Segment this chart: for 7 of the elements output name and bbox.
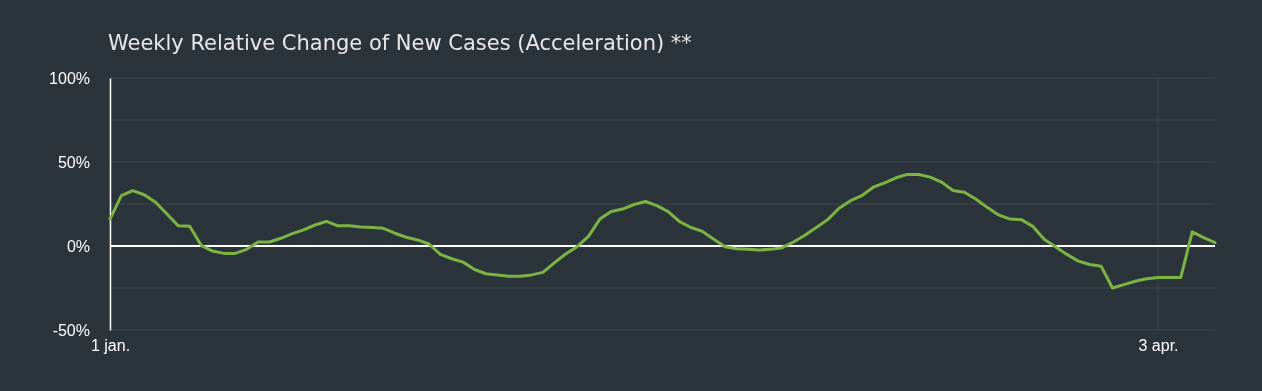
chart-title: Weekly Relative Change of New Cases (Acceleration) **: [108, 31, 692, 55]
y-tick-label: 0%: [66, 237, 90, 255]
x-tick-label: 3 apr.: [1138, 337, 1179, 355]
x-tick-label: 1 jan.: [90, 337, 131, 355]
y-tick-label: -50%: [52, 321, 90, 339]
y-tick-label: 100%: [49, 69, 90, 87]
y-tick-label: 50%: [57, 153, 90, 171]
